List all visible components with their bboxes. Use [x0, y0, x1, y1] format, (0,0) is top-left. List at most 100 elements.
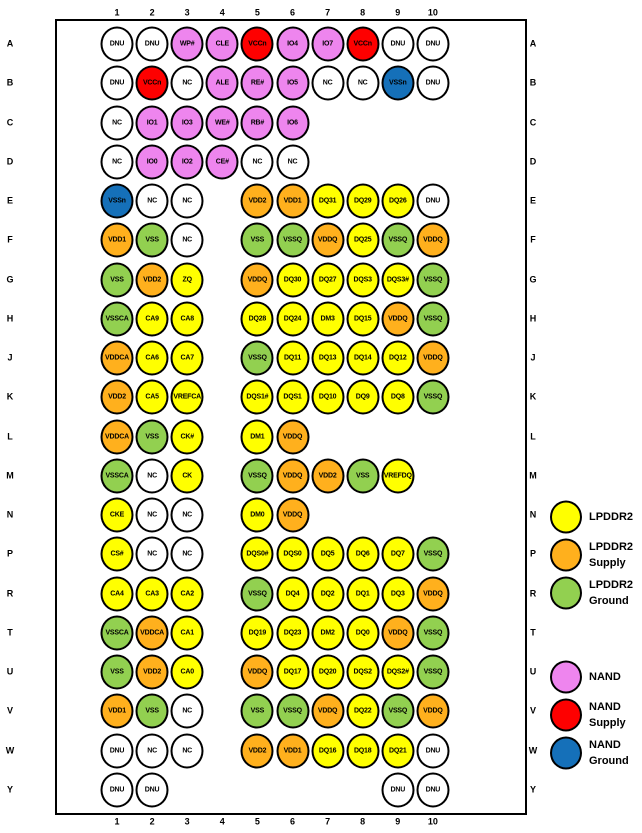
- ball-N1: CKE: [100, 497, 134, 533]
- ball-R1: CA4: [100, 576, 134, 612]
- ball-A6: IO4: [276, 26, 309, 62]
- ball-label-H5: DQ28: [248, 315, 267, 323]
- ball-label-U1: VSS: [110, 668, 124, 676]
- ball-J6: DQ11: [276, 340, 309, 376]
- ball-J7: DQ13: [311, 340, 345, 376]
- ball-K10: VSSQ: [416, 379, 450, 415]
- ball-label-W1: DNU: [109, 747, 125, 755]
- ball-W7: DQ16: [311, 733, 345, 769]
- ball-D2: IO0: [135, 144, 169, 180]
- ball-U1: VSS: [100, 654, 134, 690]
- ball-P1: CS#: [100, 536, 134, 572]
- ball-E2: NC: [135, 183, 169, 219]
- ball-U2: VDD2: [135, 654, 169, 690]
- ball-label-E8: DQ29: [353, 197, 372, 205]
- ball-label-G10: VSSQ: [423, 276, 443, 284]
- column-label-bottom-6: 6: [289, 816, 296, 827]
- ball-C2: IO1: [135, 105, 169, 141]
- legend-swatch-lpddr2_supply: [550, 538, 582, 572]
- ball-label-K6: DQS1: [283, 393, 302, 401]
- ball-label-T9: VDDQ: [388, 629, 408, 637]
- legend-label-nand_supply: NAND Supply: [589, 701, 626, 729]
- ball-label-F10: VDDQ: [423, 236, 443, 244]
- ball-label-U5: VDDQ: [247, 668, 268, 676]
- legend-label-lpddr2_ground: LPDDR2 Ground: [589, 579, 634, 607]
- ball-R7: DQ2: [311, 576, 345, 612]
- ball-label-T10: VSSQ: [423, 629, 443, 637]
- ball-F10: VDDQ: [416, 222, 450, 258]
- row-label-right-V: V: [529, 705, 537, 716]
- row-label-right-P: P: [529, 548, 537, 559]
- ball-J2: CA6: [135, 340, 169, 376]
- ball-A7: IO7: [311, 26, 345, 62]
- ball-label-E5: VDD2: [248, 197, 267, 205]
- ball-label-B2: VCCn: [142, 79, 162, 87]
- ball-label-K9: DQ8: [390, 393, 405, 401]
- ball-W10: DNU: [416, 733, 450, 769]
- ball-A1: DNU: [100, 26, 134, 62]
- ball-P7: DQ5: [311, 536, 345, 572]
- ball-R5: VSSQ: [240, 576, 274, 612]
- ball-F3: NC: [170, 222, 204, 258]
- row-label-right-K: K: [529, 391, 537, 402]
- ball-V3: NC: [170, 693, 204, 729]
- ball-B8: NC: [346, 65, 380, 101]
- ball-K9: DQ8: [381, 379, 415, 415]
- ball-V6: VSSQ: [276, 693, 309, 729]
- ball-label-E2: NC: [147, 197, 157, 205]
- ball-label-W9: DQ21: [389, 747, 407, 755]
- ball-K6: DQS1: [276, 379, 309, 415]
- ball-label-R3: CA2: [180, 590, 194, 598]
- ball-P5: DQS0#: [240, 536, 274, 572]
- ball-label-J7: DQ13: [318, 354, 337, 362]
- ball-label-B4: ALE: [215, 79, 230, 87]
- row-label-right-F: F: [530, 234, 536, 245]
- ball-label-F3: NC: [182, 236, 193, 244]
- ball-C4: WE#: [205, 105, 239, 141]
- ball-label-K1: VDD2: [108, 393, 126, 401]
- ball-label-K2: CA5: [145, 393, 159, 401]
- ball-R3: CA2: [170, 576, 204, 612]
- ball-label-D6: NC: [287, 158, 298, 166]
- row-label-right-H: H: [529, 313, 537, 324]
- ball-label-J9: DQ12: [389, 354, 407, 362]
- ball-label-A1: DNU: [109, 40, 125, 48]
- ball-M1: VSSCA: [100, 458, 134, 494]
- ball-F1: VDD1: [100, 222, 134, 258]
- row-label-left-P: P: [6, 548, 14, 559]
- ball-F9: VSSQ: [381, 222, 415, 258]
- ball-label-E10: DNU: [425, 197, 441, 205]
- ball-W8: DQ18: [346, 733, 380, 769]
- row-label-left-B: B: [6, 77, 14, 88]
- ball-P9: DQ7: [381, 536, 415, 572]
- ball-M2: NC: [135, 458, 169, 494]
- ball-N6: VDDQ: [276, 497, 309, 533]
- ball-E10: DNU: [416, 183, 450, 219]
- ball-label-K3: VREFCA: [173, 393, 201, 401]
- ball-A5: VCCn: [240, 26, 274, 62]
- ball-H3: CA8: [170, 301, 204, 337]
- ball-W2: NC: [135, 733, 169, 769]
- ball-U3: CA0: [170, 654, 204, 690]
- ball-G9: DQS3#: [381, 262, 415, 298]
- ball-D4: CE#: [205, 144, 239, 180]
- ball-label-V3: NC: [182, 707, 193, 715]
- column-label-bottom-9: 9: [395, 816, 401, 827]
- ball-label-F7: VDDQ: [317, 236, 338, 244]
- column-label-bottom-3: 3: [184, 816, 190, 827]
- column-label-top-5: 5: [254, 7, 260, 18]
- row-label-left-G: G: [6, 274, 14, 285]
- ball-label-T3: CA1: [180, 629, 194, 637]
- ball-A10: DNU: [416, 26, 450, 62]
- ball-G2: VDD2: [135, 262, 169, 298]
- ball-label-N1: CKE: [109, 511, 125, 519]
- ball-B3: NC: [170, 65, 204, 101]
- ball-label-P1: CS#: [110, 550, 124, 558]
- ball-V7: VDDQ: [311, 693, 345, 729]
- ball-label-E6: VDD1: [283, 197, 302, 205]
- row-label-right-N: N: [529, 509, 537, 520]
- ball-L1: VDDCA: [100, 419, 134, 455]
- ball-H9: VDDQ: [381, 301, 415, 337]
- ball-U7: DQ20: [311, 654, 345, 690]
- ball-M8: VSS: [346, 458, 380, 494]
